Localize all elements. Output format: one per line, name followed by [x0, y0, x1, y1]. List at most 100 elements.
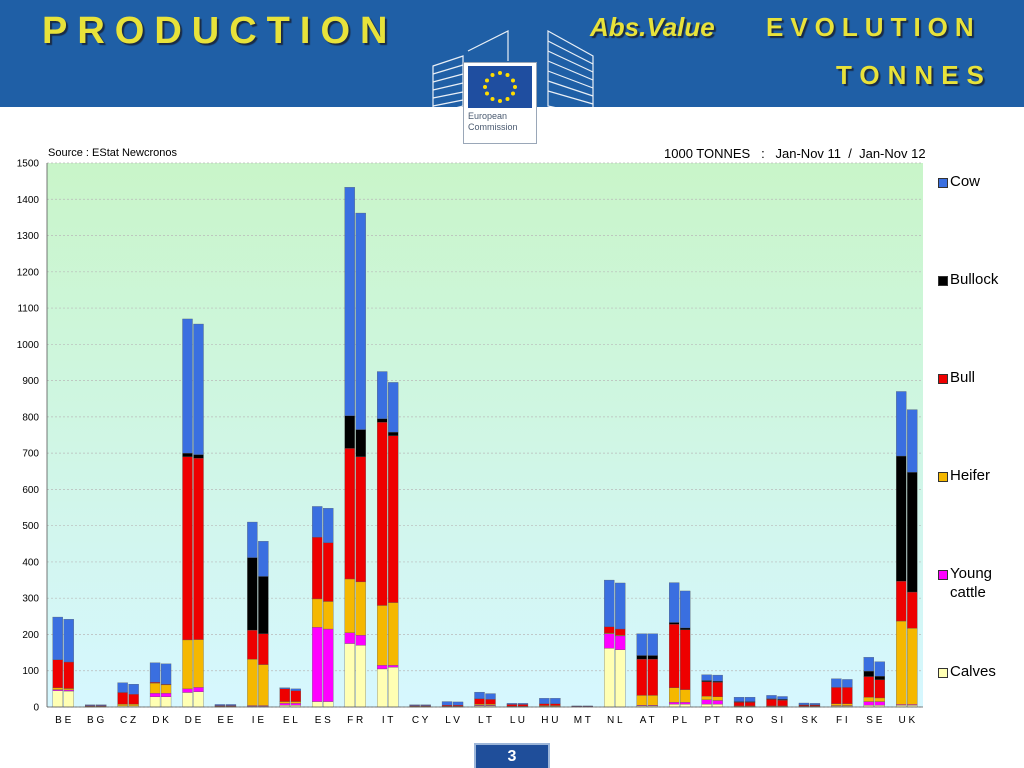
bar-segment: [712, 703, 723, 708]
bar-segment: [604, 648, 615, 708]
bar-segment: [388, 382, 399, 433]
bar-segment: [744, 702, 756, 707]
period-label: 1000 TONNES : Jan-Nov 11 / Jan-Nov 12: [664, 146, 926, 161]
bar-segment: [798, 702, 810, 705]
bar-segment: [874, 679, 885, 699]
legend-label: Young cattle: [950, 565, 992, 601]
bar-segment: [874, 661, 885, 677]
bar-segment: [441, 705, 453, 707]
title-abs-value: Abs.Value: [590, 12, 715, 42]
bar-segment: [355, 212, 366, 430]
bar-segment: [744, 697, 756, 702]
bar-segment: [874, 701, 885, 706]
bar-segment: [312, 537, 323, 600]
bar-segment: [182, 639, 193, 690]
bar-segment: [279, 687, 290, 690]
x-tick-label: M T: [574, 715, 591, 726]
bar-segment: [193, 691, 204, 708]
legend-label: Bull: [950, 369, 976, 386]
ec-building-logo: [432, 29, 594, 117]
stacked-bar-chart: 0 100 200 300 400 500 600 700 800 900 1000 1100 1200…: [17, 159, 923, 726]
x-tick-label: P L: [672, 715, 687, 726]
ec-logo-line2: Commission: [468, 122, 518, 132]
bar-segment: [149, 696, 161, 708]
bar-segment: [874, 676, 885, 680]
x-tick-label: E L: [283, 715, 298, 726]
bar-segment: [63, 690, 74, 708]
x-tick-label: L V: [445, 715, 460, 726]
bar-segment: [647, 633, 658, 656]
legend-swatch: [938, 472, 948, 482]
bar-segment: [733, 702, 745, 707]
title-evolution: EVOLUTION: [766, 12, 981, 42]
bar-segment: [669, 702, 680, 705]
eu-stars-icon: [483, 71, 517, 103]
title-production: PRODUCTION: [42, 10, 398, 52]
bar-segment: [680, 590, 691, 629]
bar-segment: [193, 458, 204, 640]
bar-segment: [323, 542, 334, 602]
y-tick-label: 800: [22, 412, 39, 423]
bar-segment: [182, 688, 193, 693]
legend-swatch: [938, 276, 948, 286]
title-tonnes: TONNES: [836, 60, 992, 90]
bar-segment: [377, 418, 388, 423]
bar-segment: [128, 694, 139, 705]
bar-segment: [52, 687, 63, 690]
x-tick-label: L U: [510, 715, 525, 726]
bar-segment: [907, 628, 918, 705]
bar-segment: [388, 435, 399, 603]
bar-segment: [669, 703, 680, 708]
bar-segment: [193, 323, 204, 455]
bar-segment: [128, 684, 139, 695]
x-tick-label: B E: [55, 715, 71, 726]
bar-segment: [539, 703, 550, 706]
bar-segment: [474, 691, 485, 699]
legend-label: Heifer: [950, 467, 991, 484]
bar-segment: [344, 187, 355, 416]
bar-segment: [550, 698, 561, 704]
bar-segment: [247, 658, 258, 706]
bar-segment: [323, 601, 334, 630]
bar-segment: [680, 702, 691, 705]
bar-segment: [636, 633, 647, 656]
bar-segment: [452, 705, 464, 707]
x-tick-label: N L: [607, 715, 623, 726]
bar-segment: [831, 687, 842, 704]
bar-segment: [279, 703, 290, 706]
bar-segment: [52, 690, 63, 708]
y-tick-label: 200: [22, 630, 39, 641]
ec-logo-box: European Commission: [463, 62, 537, 144]
bar-segment: [63, 688, 74, 691]
bar-segment: [712, 674, 723, 682]
x-tick-label: R O: [736, 715, 754, 726]
bar-segment: [344, 578, 355, 633]
bar-segment: [604, 579, 615, 628]
bar-segment: [312, 701, 323, 708]
bar-segment: [636, 655, 647, 660]
x-tick-label: I E: [252, 715, 265, 726]
bar-segment: [517, 703, 529, 705]
bar-segment: [615, 582, 626, 630]
eu-flag-icon: [468, 66, 532, 108]
x-tick-label: C Z: [120, 715, 136, 726]
bar-segment: [96, 704, 107, 706]
bar-segment: [355, 645, 366, 708]
bar-segment: [160, 684, 172, 694]
bar-segment: [712, 682, 723, 697]
source-note: Source : EStat Newcronos: [48, 147, 178, 159]
bar-segment: [182, 692, 193, 708]
bar-segment: [604, 626, 615, 634]
bar-segment: [117, 703, 128, 707]
x-tick-label: F I: [836, 715, 848, 726]
bar-segment: [128, 703, 139, 707]
y-tick-label: 400: [22, 557, 39, 568]
bar-segment: [863, 670, 874, 677]
plot-area: [47, 163, 923, 707]
bar-segment: [712, 700, 723, 705]
y-tick-label: 300: [22, 594, 39, 605]
x-tick-label: D K: [152, 715, 169, 726]
bar-segment: [377, 422, 388, 606]
bar-segment: [149, 662, 161, 683]
